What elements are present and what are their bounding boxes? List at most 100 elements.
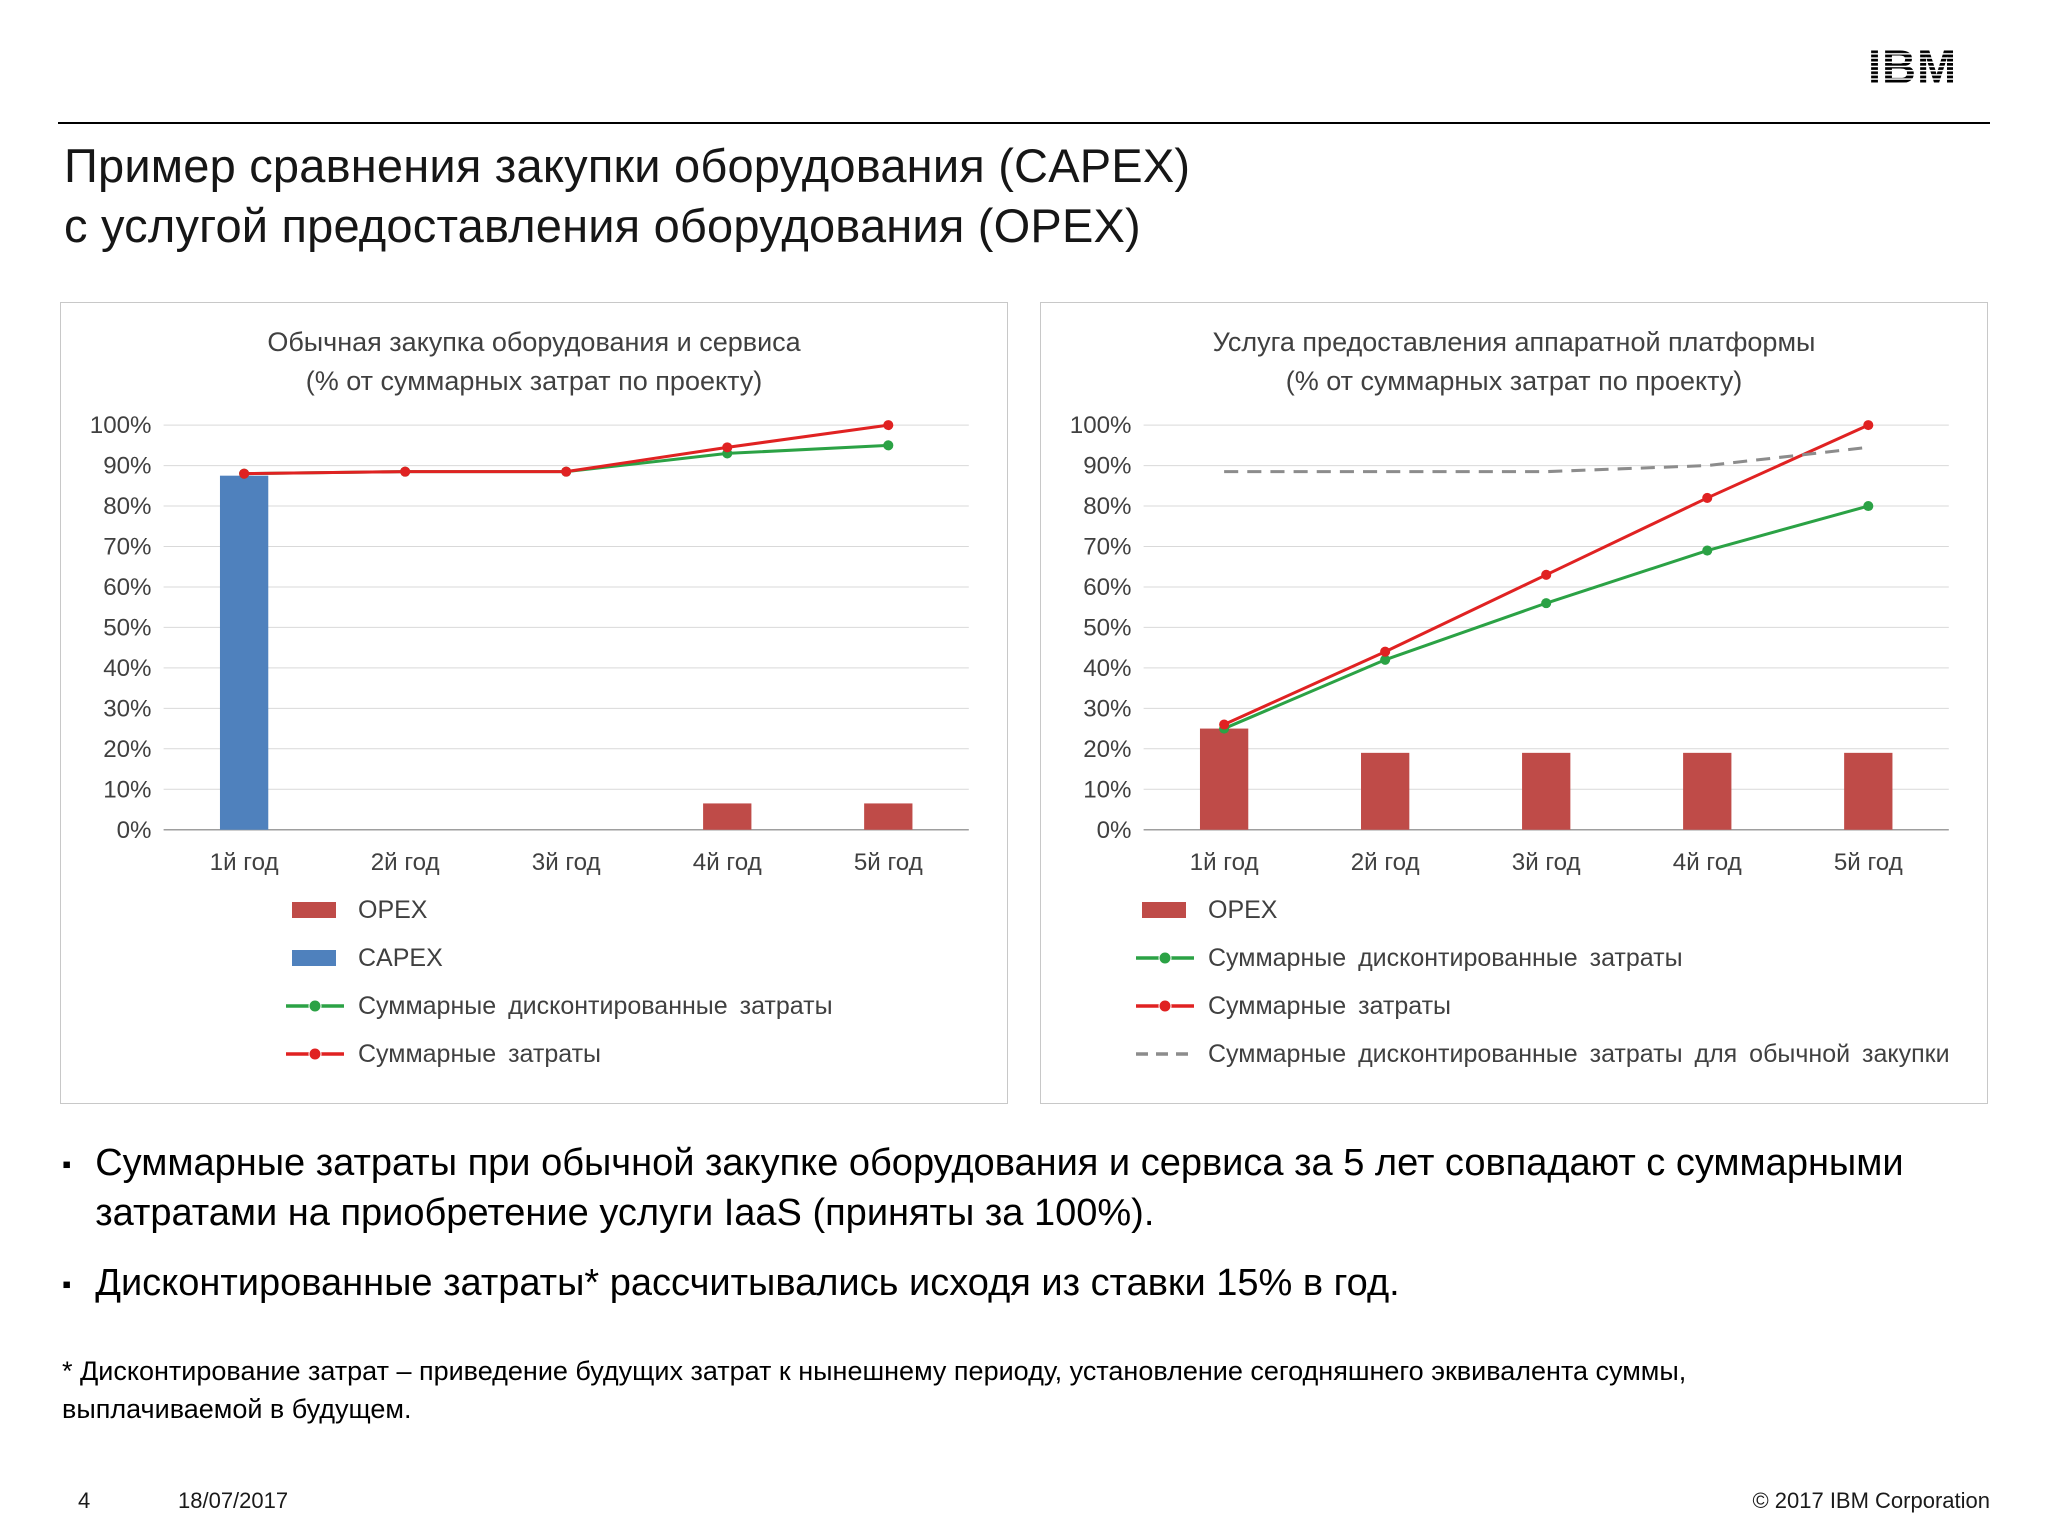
footer-copyright: © 2017 IBM Corporation xyxy=(1752,1488,1990,1513)
slide-title-line2: с услугой предоставления оборудования (O… xyxy=(64,199,1141,253)
chart-legend-service: OPEX Суммарные дисконтированные затраты Су… xyxy=(1051,886,1977,1078)
chart-title-line: Услуга предоставления аппаратной платфор… xyxy=(1212,327,1816,357)
y-axis-label: 30% xyxy=(103,696,151,723)
chart-legend-purchase: OPEX CAPEX Суммарные дисконтированные затр… xyxy=(71,886,997,1078)
svg-text:IBM: IBM xyxy=(1868,42,1957,92)
legend-swatch xyxy=(1142,902,1186,919)
x-axis-label: 3й год xyxy=(532,849,601,876)
legend-swatch xyxy=(292,950,336,967)
bar xyxy=(703,803,752,831)
legend-line-sample xyxy=(1136,951,1194,965)
legend-swatch xyxy=(292,902,336,919)
bar xyxy=(864,803,913,831)
y-axis-label: 20% xyxy=(1083,736,1131,763)
y-axis-label: 50% xyxy=(1083,615,1131,642)
chart-subtitle-line: (% от суммарных затрат по проекту) xyxy=(1285,366,1743,397)
page-number: 4 xyxy=(78,1488,91,1513)
chart-panels: Обычная закупка оборудования и сервиса (… xyxy=(60,302,1988,1104)
data-point xyxy=(1541,598,1552,609)
y-axis-label: 0% xyxy=(1097,817,1132,844)
y-axis-label: 90% xyxy=(1083,453,1131,480)
x-axis-label: 5й год xyxy=(1834,849,1903,876)
y-axis-label: 50% xyxy=(103,615,151,642)
legend-item: Суммарные затраты xyxy=(286,1030,997,1078)
y-axis-label: 100% xyxy=(90,412,152,439)
chart-service: 0% 10% 20% 30% 40% 50% 60% 70% 80% 90% 100% 1й год 2… xyxy=(1070,412,1949,876)
legend-line-sample xyxy=(286,999,344,1013)
y-axis-label: 70% xyxy=(1083,534,1131,561)
data-point xyxy=(1219,719,1230,730)
y-axis-label: 30% xyxy=(1083,696,1131,723)
legend-item: Суммарные дисконтированные затраты xyxy=(1136,934,1977,982)
legend-item: Суммарные затраты xyxy=(1136,982,1977,1030)
y-axis-label: 10% xyxy=(1083,777,1131,804)
legend-item: Суммарные дисконтированные затраты xyxy=(286,982,997,1030)
chart-panel-service: Услуга предоставления аппаратной платфор… xyxy=(1040,302,1988,1104)
legend-label: Суммарные затраты xyxy=(1208,991,1452,1020)
slide-title: Пример сравнения закупки оборудования (C… xyxy=(64,136,1190,256)
x-axis-label: 4й год xyxy=(693,849,762,876)
x-axis-label: 2й год xyxy=(1351,849,1420,876)
footer: 4 18/07/2017 © 2017 IBM Corporation xyxy=(0,1488,2048,1520)
legend-item: Суммарные дисконтированные затраты для о… xyxy=(1136,1030,1977,1078)
y-axis-label: 80% xyxy=(103,493,151,520)
data-point xyxy=(1702,493,1713,504)
chart-title-purchase: Обычная закупка оборудования и сервиса (… xyxy=(71,323,997,401)
footnote: * Дисконтирование затрат – приведение бу… xyxy=(62,1356,1687,1425)
chart-title-line: Обычная закупка оборудования и сервиса xyxy=(267,327,801,357)
ibm-logo: IBM xyxy=(1868,40,1986,97)
bar xyxy=(1199,728,1249,831)
data-point xyxy=(239,468,250,479)
x-axis-label: 1й год xyxy=(210,849,279,876)
y-axis-label: 90% xyxy=(103,453,151,480)
data-point xyxy=(1380,646,1391,658)
bar xyxy=(1361,753,1410,831)
data-point xyxy=(400,466,411,477)
y-axis-label: 60% xyxy=(1083,574,1131,601)
x-axis-label: 5й год xyxy=(854,849,923,876)
data-point xyxy=(1702,545,1713,556)
x-axis-label: 3й год xyxy=(1512,849,1581,876)
bar xyxy=(1844,753,1893,831)
legend-label: Суммарные дисконтированные затраты для о… xyxy=(1208,1039,1950,1068)
y-axis-label: 100% xyxy=(1070,412,1132,439)
line-series xyxy=(1223,504,1869,731)
line-series xyxy=(1224,446,1869,474)
data-point xyxy=(883,420,894,431)
y-axis-label: 10% xyxy=(103,777,151,804)
x-axis-label: 1й год xyxy=(1190,849,1259,876)
y-axis-label: 0% xyxy=(117,817,152,844)
legend-label: CAPEX xyxy=(358,943,443,972)
bullet-list: ▪ Суммарные затраты при обычной закупке … xyxy=(62,1138,1997,1328)
bullet-item: ▪ Суммарные затраты при обычной закупке … xyxy=(62,1138,1997,1238)
legend-item: CAPEX xyxy=(286,934,997,982)
data-point xyxy=(722,442,733,453)
legend-label: OPEX xyxy=(358,895,428,924)
bullet-text: Суммарные затраты при обычной закупке об… xyxy=(95,1142,1904,1235)
chart-panel-purchase: Обычная закупка оборудования и сервиса (… xyxy=(60,302,1008,1104)
data-point xyxy=(1541,570,1552,581)
ibm-logo-graphic: IBM xyxy=(1868,40,1957,93)
legend-item: OPEX xyxy=(286,886,997,934)
chart-purchase: 0% 10% 20% 30% 40% 50% 60% 70% 80% 90% 100% 1й год 2… xyxy=(90,412,969,876)
data-point xyxy=(1863,501,1874,512)
x-axis-label: 4й год xyxy=(1673,849,1742,876)
bullet-marker: ▪ xyxy=(62,1269,72,1300)
legend-item: OPEX xyxy=(1136,886,1977,934)
x-axis-label: 2й год xyxy=(371,849,440,876)
y-axis-label: 40% xyxy=(103,655,151,682)
bullet-marker: ▪ xyxy=(62,1149,72,1179)
header-divider xyxy=(58,122,1990,124)
chart-title-service: Услуга предоставления аппаратной платфор… xyxy=(1051,323,1977,401)
legend-line-sample xyxy=(1136,1052,1194,1057)
footer-date: 18/07/2017 xyxy=(178,1488,289,1513)
slide-title-line1: Пример сравнения закупки оборудования (C… xyxy=(64,139,1191,192)
y-axis-label: 20% xyxy=(103,736,151,763)
legend-label: Суммарные дисконтированные затраты xyxy=(1208,943,1683,972)
bar xyxy=(1522,753,1571,831)
bullet-text: Дисконтированные затраты* рассчитывались… xyxy=(95,1262,1400,1305)
legend-line-sample xyxy=(1136,999,1194,1013)
chart-subtitle-line: (% от суммарных затрат по проекту) xyxy=(305,366,763,397)
legend-label: Суммарные дисконтированные затраты xyxy=(358,991,833,1020)
y-axis-label: 40% xyxy=(1083,655,1131,682)
